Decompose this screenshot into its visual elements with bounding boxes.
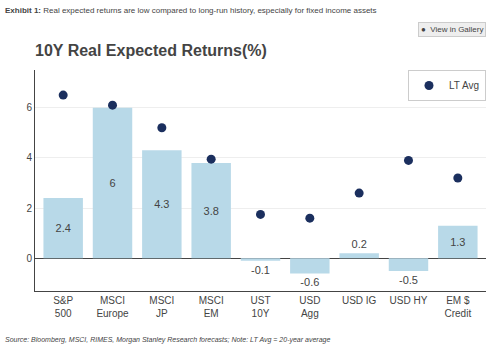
- svg-text:USD IG: USD IG: [342, 295, 377, 306]
- svg-text:● View in Gallery: ● View in Gallery: [421, 25, 483, 34]
- svg-text:0.2: 0.2: [352, 238, 367, 250]
- svg-text:4: 4: [26, 152, 32, 163]
- svg-text:EM $Credit: EM $Credit: [444, 295, 471, 319]
- svg-text:UST10Y: UST10Y: [251, 295, 271, 319]
- svg-text:MSCIEurope: MSCIEurope: [96, 295, 129, 319]
- svg-text:USDAgg: USDAgg: [299, 295, 320, 319]
- svg-text:-0.6: -0.6: [300, 276, 319, 288]
- svg-text:0: 0: [26, 253, 32, 264]
- svg-text:USD HY: USD HY: [390, 295, 428, 306]
- svg-text:MSCIEM: MSCIEM: [199, 295, 224, 319]
- svg-text:2.4: 2.4: [56, 222, 71, 234]
- svg-text:S&P500: S&P500: [53, 295, 73, 319]
- svg-text:4.3: 4.3: [154, 198, 169, 210]
- svg-text:Source: Bloomberg, MSCI, RIMES: Source: Bloomberg, MSCI, RIMES, Morgan S…: [5, 336, 330, 344]
- svg-text:6: 6: [109, 177, 115, 189]
- svg-text:LT Avg: LT Avg: [449, 80, 479, 91]
- svg-text:Exhibit 1: Real expected retur: Exhibit 1: Real expected returns are low…: [5, 6, 377, 15]
- svg-text:1.3: 1.3: [450, 236, 465, 248]
- svg-text:-0.1: -0.1: [251, 264, 270, 276]
- svg-text:-0.5: -0.5: [399, 274, 418, 286]
- svg-text:2: 2: [26, 203, 32, 214]
- svg-text:6: 6: [26, 102, 32, 113]
- svg-text:10Y Real Expected Returns(%): 10Y Real Expected Returns(%): [35, 42, 267, 59]
- svg-text:3.8: 3.8: [204, 205, 219, 217]
- svg-text:MSCIJP: MSCIJP: [149, 295, 174, 319]
